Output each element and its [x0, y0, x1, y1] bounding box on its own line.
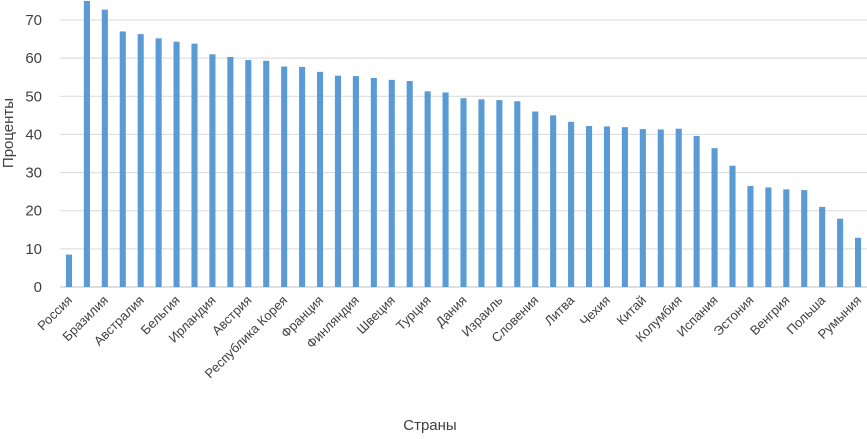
y-axis-title: Проценты: [0, 98, 17, 168]
bar: [657, 129, 664, 287]
bar: [424, 91, 431, 287]
bar: [442, 92, 449, 287]
bar: [83, 0, 90, 288]
bar: [693, 135, 700, 287]
bar: [334, 75, 342, 287]
bar: [370, 77, 377, 287]
bar: [603, 126, 611, 287]
bar: [155, 38, 162, 288]
bar: [388, 79, 395, 288]
x-axis-title: Страны: [403, 417, 456, 434]
bar: [747, 185, 754, 287]
x-tick-label: Литва: [541, 292, 577, 328]
x-tick-label: Швеция: [354, 293, 398, 337]
bar: [227, 56, 234, 288]
y-tick-label: 0: [34, 279, 42, 296]
bar: [568, 121, 575, 287]
y-tick-label: 60: [25, 50, 42, 67]
bar: [729, 165, 736, 287]
bars: [65, 0, 862, 288]
bar: [101, 9, 108, 288]
y-tick-label: 20: [25, 203, 42, 220]
bar: [245, 60, 252, 287]
bar: [621, 127, 628, 287]
bar: [532, 111, 539, 288]
y-tick-label: 70: [25, 12, 42, 29]
bar: [585, 126, 593, 287]
bar: [639, 129, 646, 287]
bar: [496, 100, 503, 287]
bar: [209, 54, 216, 288]
bar: [316, 71, 324, 287]
bar: [173, 41, 180, 288]
bar: [819, 206, 826, 287]
y-axis-ticks: 0 10 20 30 40 50 60 70: [25, 12, 42, 296]
y-tick-label: 40: [25, 126, 42, 143]
bar: [711, 148, 718, 287]
x-tick-label: Турция: [393, 293, 434, 334]
bar: [137, 34, 144, 288]
bar: [299, 66, 306, 287]
bar: [783, 189, 790, 287]
y-tick-label: 30: [25, 165, 42, 182]
x-axis-ticks: РоссияБразилияАвстралияБельгияИрландияАв…: [34, 292, 864, 381]
y-tick-label: 10: [25, 241, 42, 258]
x-tick-label: Чехия: [577, 293, 613, 329]
bar: [837, 218, 844, 287]
bar: [352, 76, 359, 287]
bar: [406, 81, 413, 288]
bar: [119, 31, 126, 288]
bar: [550, 115, 557, 287]
bar: [191, 43, 198, 287]
bar: [478, 99, 485, 287]
bar: [514, 101, 521, 287]
bar: [65, 254, 73, 287]
bar: [263, 60, 270, 287]
x-tick-label: Эстония: [710, 293, 756, 339]
bar: [765, 187, 772, 287]
bar: [801, 190, 808, 287]
y-tick-label: 50: [25, 88, 42, 105]
bar: [281, 66, 288, 287]
bar: [854, 237, 862, 287]
bar: [675, 128, 682, 287]
bar: [460, 98, 467, 287]
x-tick-label: Венгрия: [747, 293, 793, 339]
